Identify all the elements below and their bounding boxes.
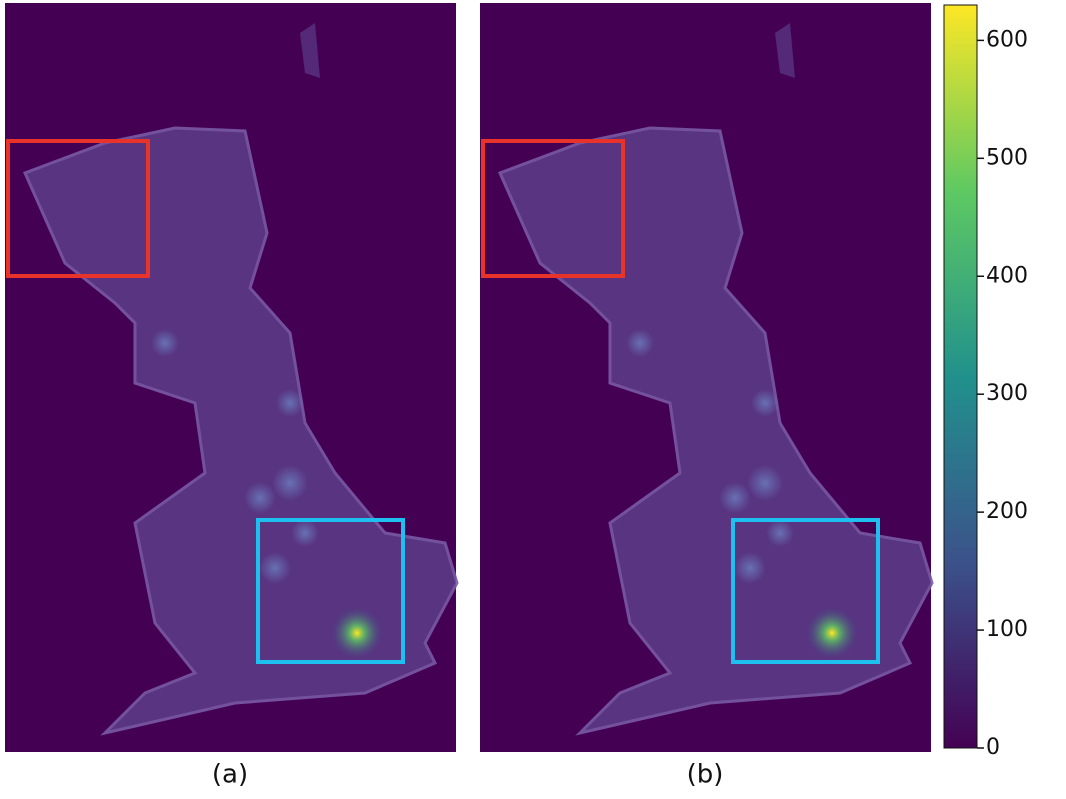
tick-label: 200 [986,499,1028,524]
tick-label: 400 [986,263,1028,288]
tick-label: 300 [986,381,1028,406]
panel-label: (a) [212,760,248,790]
panel-a [3,1,459,754]
colorbar [943,4,978,749]
panel-label: (b) [687,760,724,790]
tick-label: 100 [986,617,1028,642]
tick-label: 600 [986,27,1028,52]
tick-label: 500 [986,145,1028,170]
tick-label: 0 [986,735,1000,760]
panel-b [478,1,934,754]
